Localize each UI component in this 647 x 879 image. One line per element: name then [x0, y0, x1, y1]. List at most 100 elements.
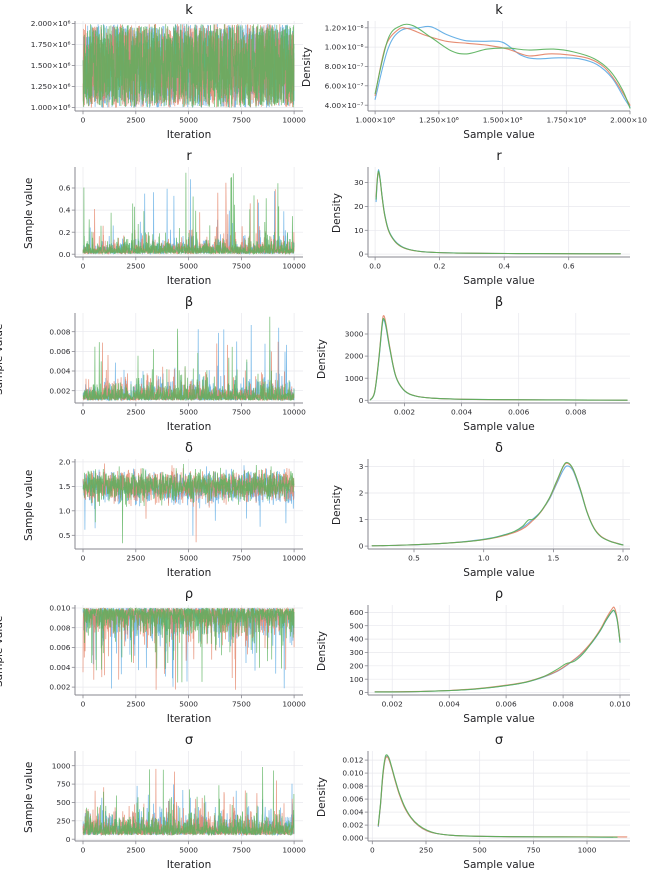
- series-blue-chain-line: [369, 319, 628, 401]
- x-tick-label: 0.004: [439, 700, 460, 709]
- y-tick-label: 0: [359, 250, 364, 259]
- y-tick-label: 0.5: [59, 531, 71, 540]
- x-tick-label: 7500: [232, 554, 251, 563]
- x-axis-label: Sample value: [463, 129, 535, 141]
- row-rho: ρ Sample value 0 2500 5000 7500 10000 0.002 0.…: [0, 584, 647, 730]
- x-axis-label: Sample value: [463, 713, 535, 725]
- x-tick-label: 10000: [282, 554, 306, 563]
- panel-beta-trace: β Sample value 0 2500 5000 7500 10000 0.002 0.…: [0, 292, 320, 438]
- panel-r-density: r Density 0.0 0.2 0.4 0.6 0 10 20 30 Sample val…: [320, 146, 647, 292]
- y-tick-label: 400: [349, 635, 363, 644]
- x-tick-label: 0.006: [496, 700, 517, 709]
- x-axis-label: Iteration: [166, 567, 212, 579]
- x-tick-label: 0: [370, 846, 375, 855]
- x-axis-label: Iteration: [166, 421, 212, 433]
- plot-canvas-sigma-trace: 0 2500 5000 7500 10000 0 250 500 750 1000: [52, 751, 306, 855]
- y-tick-label: 600: [349, 608, 363, 617]
- y-tick-label: 0.004: [49, 663, 70, 672]
- panel-sigma-trace: σ Sample value 0 2500 5000 7500 10000 0 250 500…: [0, 730, 320, 876]
- y-tick-label: 0: [359, 396, 364, 405]
- x-tick-label: 10000: [282, 116, 306, 125]
- plot-canvas-rho-density: 0.002 0.004 0.006 0.008 0.010 0 100 200 300 400 50…: [349, 605, 631, 709]
- plot-canvas-delta-trace: 0 2500 5000 7500 10000 0.5 1.0 1.5 2.0: [59, 458, 306, 563]
- x-tick-label: 500: [473, 846, 487, 855]
- x-tick-label: 1.5: [548, 554, 560, 563]
- panel-rho-density: ρ Density 0.002 0.004 0.006 0.008 0.010 0 100 2…: [316, 584, 647, 730]
- x-tick-label: 250: [419, 846, 433, 855]
- series-orange-chain-line: [374, 27, 631, 106]
- y-tick-label: 0.0: [59, 250, 71, 259]
- y-tick-label: 100: [349, 675, 363, 684]
- x-tick-label: 2500: [126, 846, 145, 855]
- panel-sigma-density: σ Density 0 250 500 750 1000 0.000 0.002 0.004 0…: [316, 730, 647, 876]
- x-tick-label: 10000: [282, 408, 306, 417]
- y-tick-label: 20: [354, 202, 364, 211]
- x-tick-label: 0.6: [563, 262, 575, 271]
- row-k: k 0 2500 5000 7500 10000 1.000×10⁶ 1.250×10⁶ 1.…: [0, 0, 647, 146]
- chart-title: r: [496, 149, 502, 164]
- plot-canvas-beta-trace: 0 2500 5000 7500 10000 0.002 0.004 0.006 0.008: [49, 313, 306, 417]
- x-tick-label: 10000: [282, 700, 306, 709]
- x-tick-label: 1.250×10⁶: [419, 116, 459, 125]
- row-sigma: σ Sample value 0 2500 5000 7500 10000 0 250 500…: [0, 730, 647, 876]
- x-tick-label: 0.0: [369, 262, 381, 271]
- panel-rho-trace: ρ Sample value 0 2500 5000 7500 10000 0.002 0.…: [0, 584, 320, 730]
- y-tick-label: 300: [349, 648, 363, 657]
- series-orange-chain-line: [369, 315, 628, 401]
- series-green-chain-line: [369, 317, 628, 401]
- y-tick-label: 0: [66, 835, 71, 844]
- row-r: r Sample value 0 2500 5000 7500 10000 0.0 0.2 0…: [0, 146, 647, 292]
- panel-r-trace: r Sample value 0 2500 5000 7500 10000 0.0 0.2 0…: [0, 146, 320, 292]
- x-tick-label: 5000: [179, 554, 198, 563]
- y-tick-label: 0.010: [49, 604, 70, 613]
- x-tick-label: 750: [526, 846, 540, 855]
- x-tick-label: 2500: [126, 554, 145, 563]
- x-tick-label: 2500: [126, 408, 145, 417]
- y-tick-label: 1000: [52, 761, 71, 770]
- plot-canvas-beta-density: 0.002 0.004 0.006 0.008 0 1000 2000 3000: [345, 313, 630, 417]
- x-tick-label: 0.008: [565, 408, 586, 417]
- y-tick-label: 0.004: [49, 367, 70, 376]
- y-tick-label: 500: [349, 621, 363, 630]
- x-tick-label: 5000: [179, 262, 198, 271]
- x-tick-label: 0: [81, 408, 86, 417]
- chart-title: β: [184, 295, 194, 310]
- y-tick-label: 0.4: [59, 206, 71, 215]
- x-axis-label: Sample value: [463, 567, 535, 579]
- x-tick-label: 1000: [578, 846, 597, 855]
- x-tick-label: 0: [81, 846, 86, 855]
- y-tick-label: 6.00×10⁻⁷: [325, 81, 364, 90]
- y-tick-label: 1.20×10⁻⁶: [325, 23, 364, 32]
- panel-beta-density: β Density 0.002 0.004 0.006 0.008 0 1000 2000 3…: [316, 292, 647, 438]
- x-tick-label: 2.0: [617, 554, 629, 563]
- x-tick-label: 1.500×10⁶: [483, 116, 523, 125]
- y-axis-label: Density: [301, 47, 313, 87]
- x-tick-label: 0: [81, 262, 86, 271]
- panel-delta-trace: δ Sample value 0 2500 5000 7500 10000 0.5 1.0 1…: [0, 438, 320, 584]
- x-tick-label: 1.000×10⁶: [355, 116, 395, 125]
- x-tick-label: 10000: [282, 846, 306, 855]
- chart-title: δ: [185, 441, 193, 456]
- chart-title: ρ: [184, 587, 194, 602]
- x-tick-label: 1.0: [478, 554, 490, 563]
- chart-title: δ: [495, 441, 503, 456]
- x-tick-label: 7500: [232, 846, 251, 855]
- chart-title: k: [495, 3, 503, 18]
- x-axis-label: Sample value: [463, 859, 535, 871]
- x-axis-label: Sample value: [463, 421, 535, 433]
- y-tick-label: 0.008: [342, 782, 363, 791]
- series-green-chain-line: [371, 461, 624, 547]
- x-tick-label: 5000: [179, 846, 198, 855]
- x-tick-label: 0: [81, 554, 86, 563]
- row-beta: β Sample value 0 2500 5000 7500 10000 0.002 0.…: [0, 292, 647, 438]
- series-orange-chain-line: [375, 171, 621, 255]
- x-tick-label: 0: [81, 116, 86, 125]
- y-tick-label: 1.500×10⁶: [31, 61, 71, 70]
- x-tick-label: 2500: [126, 116, 145, 125]
- y-tick-label: 0.2: [59, 228, 71, 237]
- row-delta: δ Sample value 0 2500 5000 7500 10000 0.5 1.0 1…: [0, 438, 647, 584]
- series-green-chain-line: [374, 23, 631, 109]
- plot-canvas-r-trace: 0 2500 5000 7500 10000 0.0 0.2 0.4 0.6: [59, 167, 306, 271]
- plot-canvas-k-trace: 0 2500 5000 7500 10000 1.000×10⁶ 1.250×10⁶ 1.50…: [31, 19, 306, 125]
- x-tick-label: 7500: [232, 262, 251, 271]
